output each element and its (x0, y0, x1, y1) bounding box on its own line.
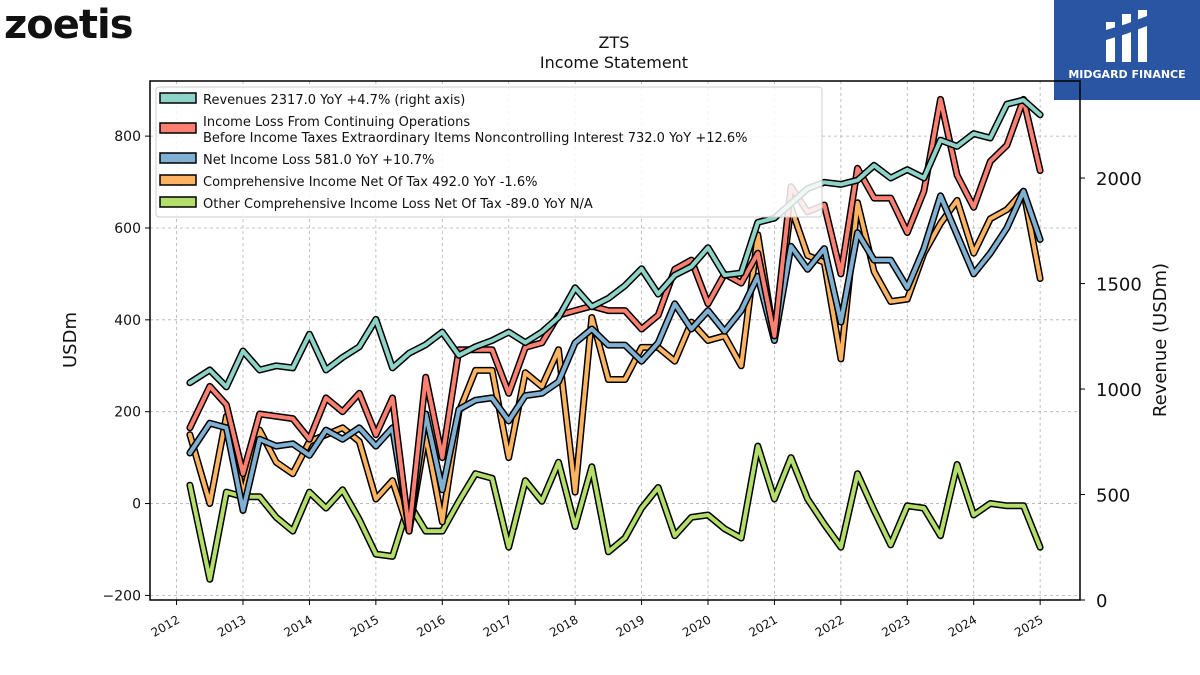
legend-swatch (159, 152, 197, 164)
midgard-monogram-icon (1106, 10, 1147, 62)
y-right-tick-label: 0 (1096, 591, 1107, 612)
series-other-comprehensive-income-loss-net-of-tax (186, 442, 1044, 583)
legend-label: Comprehensive Income Net Of Tax 492.0 Yo… (203, 175, 537, 190)
x-tick-label: 2013 (215, 612, 248, 639)
x-tick-label: 2018 (547, 612, 580, 639)
x-tick-label: 2017 (481, 612, 514, 639)
legend-item: Comprehensive Income Net Of Tax 492.0 Yo… (159, 174, 537, 190)
series-comprehensive-income-net-of-tax (186, 187, 1044, 535)
x-tick-label: 2023 (879, 612, 912, 639)
series-line (187, 97, 1043, 534)
x-tick-label: 2021 (746, 612, 779, 639)
series-line (187, 189, 1043, 534)
x-tick-label: 2022 (813, 612, 846, 639)
series-line (187, 444, 1043, 582)
x-tick-label: 2024 (946, 612, 979, 639)
legend-swatch (159, 92, 197, 104)
y-tick-label: 600 (114, 221, 141, 237)
series-outline (186, 187, 1044, 533)
legend-swatch (159, 196, 197, 208)
x-tick-label: 2020 (680, 612, 713, 639)
y-right-tick-label: 1000 (1096, 380, 1142, 401)
midgard-finance-logo: MIDGARD FINANCE (1054, 0, 1200, 100)
x-tick-label: 2014 (281, 612, 314, 639)
y-right-tick-label: 2000 (1096, 169, 1142, 190)
x-tick-label: 2012 (149, 612, 182, 639)
series-line (187, 189, 1043, 531)
series-line (187, 98, 1043, 389)
series-income-loss-from-continuing-operations-before-income-taxes-extraordinary-items-noncontrolling-interest (186, 95, 1044, 535)
legend-item: Revenues 2317.0 YoY +4.7% (right axis) (159, 92, 465, 108)
legend-item: Income Loss From Continuing OperationsBe… (159, 115, 748, 146)
legend: Revenues 2317.0 YoY +4.7% (right axis) In… (155, 86, 823, 218)
y-axis-label-right: Revenue (USDm) (1150, 263, 1171, 417)
plot-frame (149, 80, 1081, 601)
midgard-finance-wordmark: MIDGARD FINANCE (1068, 68, 1186, 81)
y-tick-label: 800 (114, 129, 141, 145)
legend-label: Revenues 2317.0 YoY +4.7% (right axis) (203, 93, 465, 108)
y-tick-label: 0 (132, 497, 141, 513)
legend-swatch (159, 174, 197, 186)
series-revenues (186, 96, 1044, 391)
legend-item: Net Income Loss 581.0 YoY +10.7% (159, 152, 434, 168)
zoetis-logo: zoetis (4, 2, 134, 48)
y-tick-label: −200 (103, 588, 141, 604)
x-tick-label: 2025 (1012, 612, 1045, 639)
x-tick-label: 2016 (414, 612, 447, 639)
y-axis-label: USDm (60, 312, 81, 368)
y-right-tick-label: 500 (1096, 486, 1130, 507)
legend-label: Net Income Loss 581.0 YoY +10.7% (203, 153, 434, 168)
legend-label: Income Loss From Continuing Operations (203, 115, 470, 130)
series-outline (186, 442, 1044, 583)
y-tick-label: 200 (114, 405, 141, 421)
legend-box (155, 86, 823, 218)
x-tick-label: 2015 (348, 612, 381, 639)
legend-label: Other Comprehensive Income Loss Net Of T… (203, 197, 593, 212)
y-tick-label: 400 (114, 313, 141, 329)
series-net-income-loss (186, 187, 1044, 533)
legend-label: Before Income Taxes Extraordinary Items … (203, 131, 748, 146)
series-outline (186, 187, 1044, 535)
chart-subtitle: Income Statement (540, 53, 688, 72)
x-tick-label: 2019 (614, 612, 647, 639)
legend-swatch (159, 122, 197, 134)
chart-title: ZTS (599, 33, 630, 52)
y-right-tick-label: 1500 (1096, 275, 1142, 296)
legend-item: Other Comprehensive Income Loss Net Of T… (159, 196, 593, 212)
series-layer (186, 95, 1044, 583)
